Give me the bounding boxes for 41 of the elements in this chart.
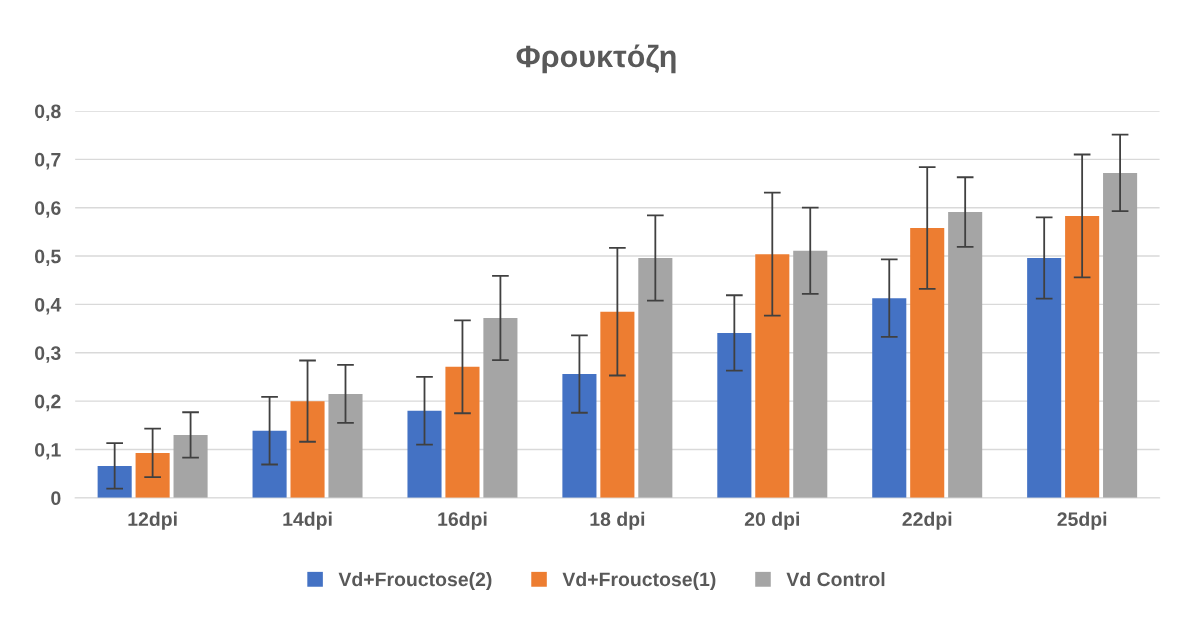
bar (1027, 257, 1062, 498)
y-tick-label: 0 (51, 491, 61, 506)
bar (483, 317, 518, 498)
bar (755, 254, 790, 498)
y-tick-label: 0,7 (35, 152, 61, 170)
x-tick-label: 12dpi (128, 511, 177, 530)
legend-label: Vd+Frouctose(2) (338, 571, 492, 591)
y-tick-label: 0,1 (35, 442, 61, 460)
y-tick-label: 0,6 (35, 201, 61, 218)
bar (328, 393, 363, 498)
bar (290, 401, 325, 498)
x-tick-label: 18 dpi (590, 511, 645, 530)
bar (717, 332, 752, 498)
bar (638, 257, 673, 498)
bar (600, 311, 635, 498)
bar (445, 366, 480, 498)
y-tick-label: 0,4 (35, 297, 62, 315)
bar (872, 298, 907, 498)
bar (97, 465, 132, 498)
bar (135, 452, 170, 498)
chart-title: Φρουκτόζη (516, 44, 676, 74)
y-tick-label: 0,5 (35, 249, 61, 267)
y-tick-label: 0,3 (35, 346, 61, 363)
bar (407, 410, 442, 498)
bar (173, 434, 208, 498)
legend-label: Vd+Frouctose(1) (562, 571, 716, 591)
bar (948, 212, 983, 498)
bar (252, 430, 287, 498)
x-tick-label: 16dpi (438, 511, 487, 530)
x-tick-label: 20 dpi (744, 511, 800, 530)
bar (1103, 172, 1138, 498)
x-tick-label: 25dpi (1057, 511, 1107, 530)
x-tick-label: 14dpi (283, 511, 332, 530)
bar (1065, 215, 1100, 498)
bar (910, 228, 945, 498)
bar (562, 374, 597, 498)
y-tick-label: 0,2 (35, 394, 61, 412)
x-tick-label: 22dpi (902, 511, 952, 530)
bar (793, 250, 828, 498)
y-tick-label: 0,8 (35, 104, 61, 122)
legend-label: Vd Control (786, 571, 885, 587)
